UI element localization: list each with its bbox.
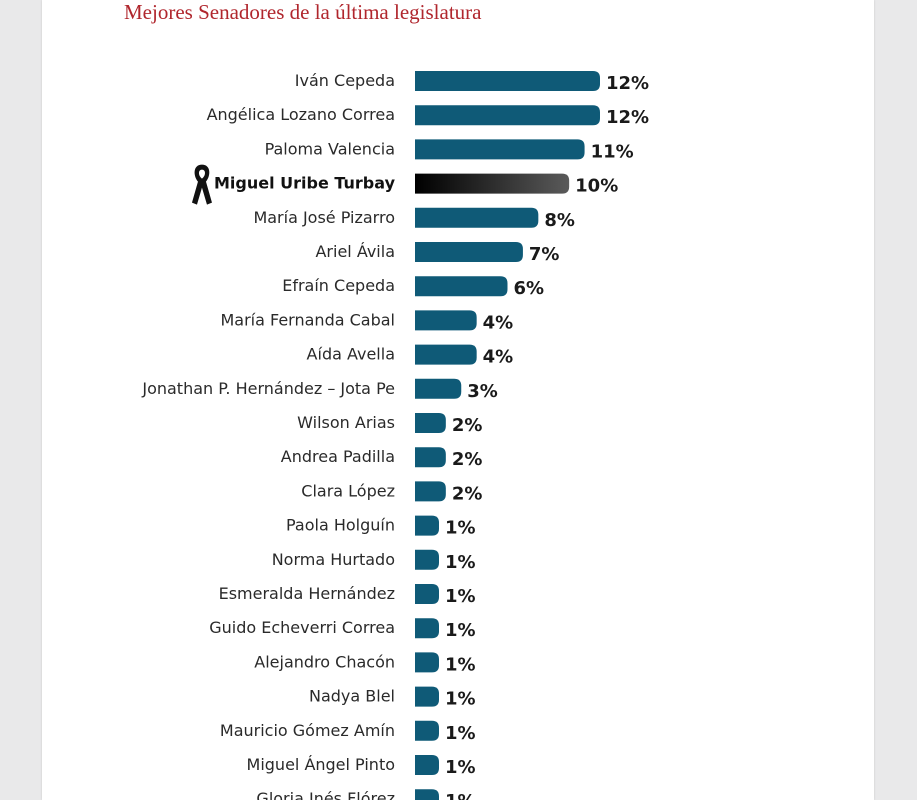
category-label: Efraín Cepeda — [282, 276, 395, 295]
value-label: 2% — [452, 415, 483, 436]
bar — [415, 105, 600, 126]
bar — [415, 276, 508, 297]
value-label: 2% — [452, 449, 483, 470]
category-label: Wilson Arias — [297, 413, 395, 432]
black-ribbon-icon — [191, 164, 212, 205]
value-label: 12% — [606, 107, 649, 128]
bar — [415, 207, 539, 228]
bar — [415, 481, 446, 502]
category-label: Aída Avella — [307, 345, 395, 364]
value-label: 1% — [445, 620, 476, 641]
bar — [415, 686, 439, 707]
value-label: 1% — [445, 518, 476, 539]
category-label: Miguel Uribe Turbay — [214, 174, 396, 193]
category-label: Gloria Inés Flórez — [256, 789, 395, 800]
bar — [415, 344, 477, 365]
value-label: 1% — [445, 552, 476, 573]
bar — [415, 652, 439, 673]
value-label: 12% — [606, 73, 649, 94]
category-label: Norma Hurtado — [272, 550, 395, 569]
bar — [415, 139, 585, 160]
bar — [415, 242, 523, 262]
bar — [415, 755, 439, 775]
bar — [415, 720, 439, 741]
bar — [415, 515, 439, 536]
category-label: Clara López — [301, 481, 395, 500]
category-label: María Fernanda Cabal — [220, 310, 395, 329]
bar-chart: Iván Cepeda 12% Angélica Lozano Correa 12% P… — [141, 71, 649, 800]
category-label: Iván Cepeda — [295, 71, 395, 90]
bar — [415, 173, 570, 194]
value-label: 1% — [445, 586, 476, 607]
chart-title: Mejores Senadores de la última legislatu… — [124, 0, 482, 24]
value-label: 6% — [514, 278, 545, 299]
value-label: 4% — [483, 347, 514, 368]
value-label: 7% — [529, 244, 560, 265]
bar — [415, 584, 439, 604]
bar — [415, 413, 446, 433]
category-label: Jonathan P. Hernández – Jota Pe — [141, 379, 395, 398]
value-label: 4% — [483, 312, 514, 333]
category-label: Alejandro Chacón — [254, 652, 395, 671]
chart-card: Mejores Senadores de la última legislatu… — [42, 0, 874, 800]
category-label: Ariel Ávila — [315, 242, 395, 261]
value-label: 1% — [445, 757, 476, 778]
value-label: 3% — [467, 381, 498, 402]
value-label: 1% — [445, 791, 476, 800]
value-label: 1% — [445, 654, 476, 675]
category-label: Esmeralda Hernández — [219, 584, 395, 603]
category-label: Angélica Lozano Correa — [207, 105, 395, 124]
category-label: María José Pizarro — [253, 208, 395, 227]
value-label: 1% — [445, 723, 476, 744]
value-label: 11% — [591, 141, 634, 162]
category-label: Paola Holguín — [286, 516, 395, 535]
category-label: Andrea Padilla — [281, 447, 395, 466]
bar — [415, 618, 439, 639]
value-label: 1% — [445, 689, 476, 710]
bar — [415, 310, 477, 331]
value-label: 8% — [544, 210, 575, 231]
bar — [415, 378, 462, 399]
bar — [415, 447, 446, 468]
bar — [415, 549, 439, 570]
bar — [415, 71, 600, 91]
category-label: Guido Echeverri Correa — [209, 618, 395, 637]
value-label: 10% — [575, 176, 618, 197]
category-label: Nadya Blel — [309, 687, 395, 706]
category-label: Mauricio Gómez Amín — [220, 721, 395, 740]
category-label: Paloma Valencia — [265, 139, 395, 158]
value-label: 2% — [452, 483, 483, 504]
bar — [415, 789, 439, 800]
category-label: Miguel Ángel Pinto — [247, 755, 395, 774]
